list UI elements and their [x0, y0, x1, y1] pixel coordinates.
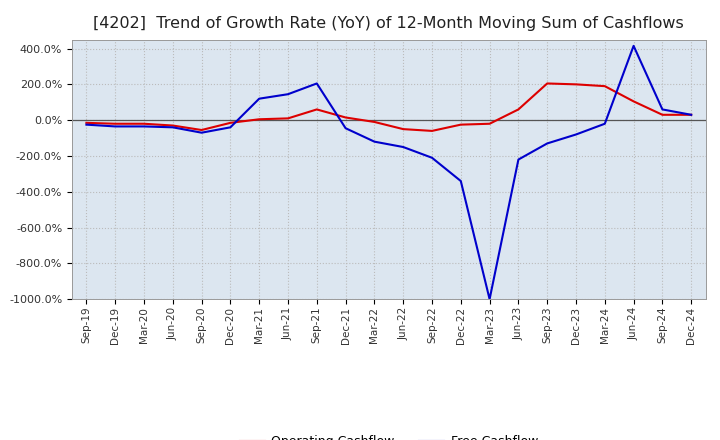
- Line: Operating Cashflow: Operating Cashflow: [86, 84, 691, 131]
- Free Cashflow: [629, 43, 638, 48]
- Operating Cashflow: [399, 126, 408, 132]
- Legend: Operating Cashflow, Free Cashflow: Operating Cashflow, Free Cashflow: [235, 430, 543, 440]
- Operating Cashflow: [197, 127, 206, 132]
- Free Cashflow: [600, 121, 609, 126]
- Line: Free Cashflow: Free Cashflow: [86, 46, 691, 299]
- Free Cashflow: [572, 132, 580, 137]
- Operating Cashflow: [572, 82, 580, 87]
- Operating Cashflow: [370, 119, 379, 125]
- Free Cashflow: [543, 141, 552, 146]
- Free Cashflow: [312, 81, 321, 86]
- Operating Cashflow: [600, 84, 609, 89]
- Operating Cashflow: [111, 121, 120, 126]
- Title: [4202]  Trend of Growth Rate (YoY) of 12-Month Moving Sum of Cashflows: [4202] Trend of Growth Rate (YoY) of 12-…: [94, 16, 684, 32]
- Operating Cashflow: [82, 120, 91, 125]
- Free Cashflow: [111, 124, 120, 129]
- Operating Cashflow: [428, 128, 436, 134]
- Operating Cashflow: [255, 117, 264, 122]
- Operating Cashflow: [658, 112, 667, 117]
- Free Cashflow: [226, 125, 235, 130]
- Free Cashflow: [428, 155, 436, 161]
- Operating Cashflow: [226, 120, 235, 125]
- Operating Cashflow: [629, 99, 638, 104]
- Free Cashflow: [197, 130, 206, 136]
- Operating Cashflow: [140, 121, 148, 126]
- Free Cashflow: [341, 125, 350, 131]
- Free Cashflow: [370, 139, 379, 144]
- Operating Cashflow: [456, 122, 465, 127]
- Free Cashflow: [284, 92, 292, 97]
- Free Cashflow: [456, 178, 465, 183]
- Operating Cashflow: [543, 81, 552, 86]
- Free Cashflow: [399, 144, 408, 150]
- Free Cashflow: [687, 112, 696, 117]
- Free Cashflow: [82, 122, 91, 127]
- Operating Cashflow: [514, 107, 523, 112]
- Operating Cashflow: [168, 123, 177, 128]
- Free Cashflow: [168, 125, 177, 130]
- Operating Cashflow: [341, 115, 350, 120]
- Operating Cashflow: [485, 121, 494, 126]
- Free Cashflow: [514, 157, 523, 162]
- Free Cashflow: [255, 96, 264, 101]
- Operating Cashflow: [312, 107, 321, 112]
- Free Cashflow: [140, 124, 148, 129]
- Operating Cashflow: [687, 112, 696, 117]
- Free Cashflow: [485, 297, 494, 302]
- Operating Cashflow: [284, 116, 292, 121]
- Free Cashflow: [658, 107, 667, 112]
